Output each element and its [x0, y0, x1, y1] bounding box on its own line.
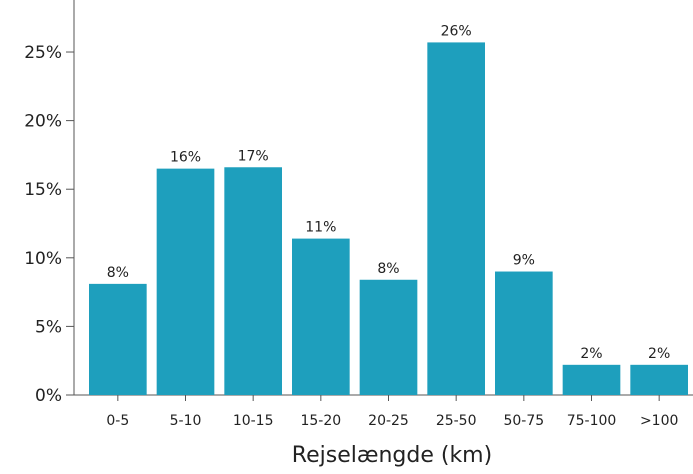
- y-tick-label: 15%: [24, 180, 62, 200]
- x-tick-label: 15-20: [300, 413, 341, 429]
- x-tick-label: 25-50: [436, 413, 477, 429]
- y-tick-label: 10%: [24, 249, 62, 269]
- x-tick-label: 0-5: [106, 413, 129, 429]
- y-tick-label: 20%: [24, 112, 62, 132]
- x-tick-label: 50-75: [503, 413, 544, 429]
- x-tick-label: >100: [640, 413, 678, 429]
- bar: [427, 42, 485, 396]
- x-axis: 0-5 5-10 10-15 15-20 20-25 25-50 50-75 75-100 >1…: [74, 394, 693, 429]
- x-tick-label: 5-10: [170, 413, 202, 429]
- bar-value-label: 8%: [377, 261, 399, 277]
- bar: [292, 238, 350, 395]
- bar-value-label: 11%: [305, 220, 336, 236]
- bar-value-label: 9%: [513, 253, 535, 269]
- bar: [359, 279, 418, 395]
- x-tick-label: 10-15: [233, 413, 274, 429]
- x-axis-title: Rejselængde (km): [292, 443, 492, 468]
- bar: [156, 168, 215, 395]
- bar-value-label: 8%: [107, 265, 129, 281]
- bar-value-label: 26%: [441, 23, 472, 39]
- y-axis: 0% 5% 10% 15% 20% 25%: [24, 0, 75, 406]
- bar: [630, 364, 688, 395]
- y-tick-label: 0%: [35, 386, 62, 406]
- bar-value-label: 2%: [648, 346, 670, 362]
- x-tick-label: 20-25: [368, 413, 409, 429]
- x-tick-label: 75-100: [567, 413, 617, 429]
- y-tick-label: 25%: [24, 43, 62, 63]
- bar-value-label: 16%: [170, 150, 201, 166]
- bars: [89, 42, 688, 396]
- bar-value-label: 2%: [580, 346, 602, 362]
- bar-value-label: 17%: [238, 148, 269, 164]
- bar: [495, 271, 553, 395]
- bar: [562, 364, 621, 395]
- y-tick-label: 5%: [35, 317, 62, 337]
- data-labels: 8% 16% 17% 11% 8% 26% 9% 2% 2%: [107, 23, 671, 361]
- bar: [224, 167, 282, 395]
- bar: [89, 283, 147, 395]
